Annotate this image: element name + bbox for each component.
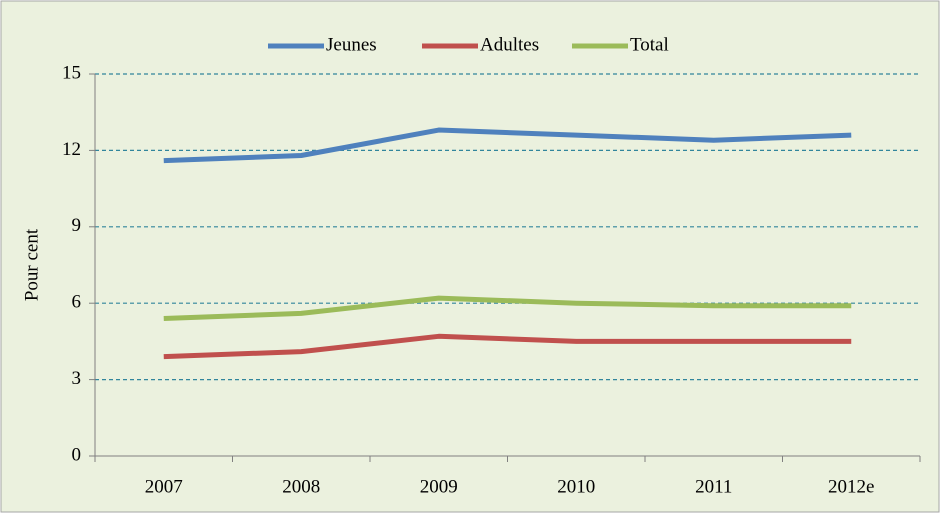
legend-label: Jeunes xyxy=(326,34,377,55)
x-tick-label: 2011 xyxy=(695,476,732,497)
legend-label: Adultes xyxy=(480,34,539,55)
legend-label: Total xyxy=(630,34,669,55)
y-tick-label: 15 xyxy=(62,62,81,83)
y-tick-label: 6 xyxy=(72,292,82,313)
y-tick-label: 3 xyxy=(72,368,82,389)
y-axis-label: Pour cent xyxy=(21,228,42,301)
x-tick-label: 2012e xyxy=(828,476,874,497)
y-tick-label: 12 xyxy=(62,139,81,160)
y-tick-label: 9 xyxy=(72,215,82,236)
x-tick-label: 2008 xyxy=(282,476,320,497)
x-tick-label: 2010 xyxy=(557,476,595,497)
y-tick-label: 0 xyxy=(72,444,82,465)
series-line xyxy=(163,127,852,164)
series-line xyxy=(163,295,852,321)
x-tick-label: 2007 xyxy=(145,476,183,497)
series-line xyxy=(163,333,852,360)
x-tick-label: 2009 xyxy=(420,476,458,497)
